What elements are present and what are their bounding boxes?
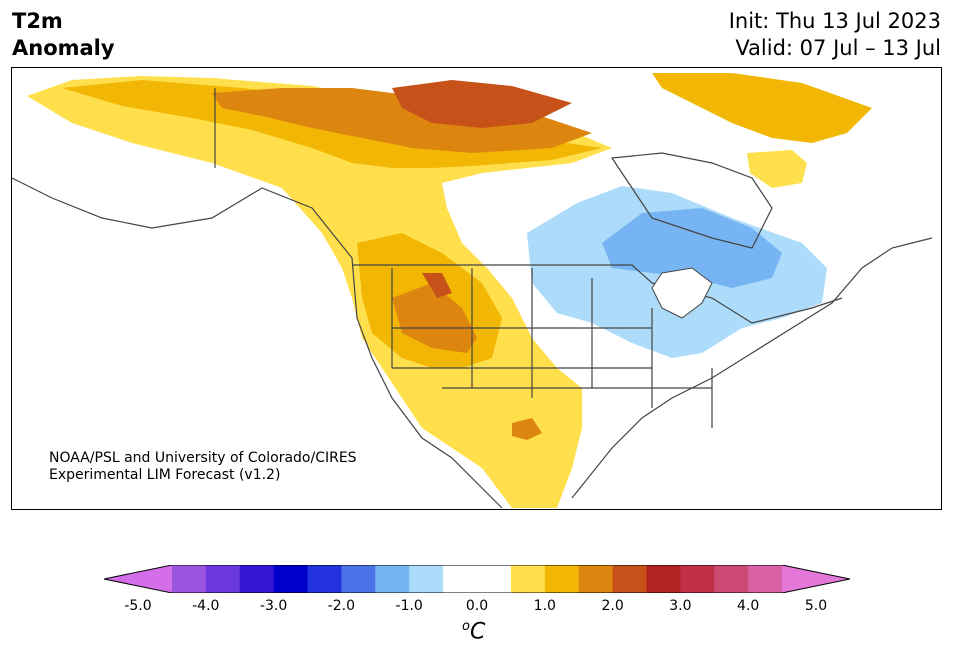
colorbar-extend-low xyxy=(104,565,172,593)
colorbar-segment xyxy=(375,565,410,593)
valid-date: Valid: 07 Jul – 13 Jul xyxy=(735,36,941,60)
warm-region-alaska-east xyxy=(747,150,807,188)
colorbar-segment xyxy=(714,565,749,593)
colorbar-tick-label: -1.0 xyxy=(395,598,423,614)
colorbar-tick-label: -2.0 xyxy=(327,598,356,614)
colorbar-segment xyxy=(205,565,241,593)
colorbar-segment xyxy=(477,565,512,593)
colorbar-segment xyxy=(443,565,478,593)
colorbar-tick-label: -4.0 xyxy=(192,598,220,614)
colorbar-tick-label: 3.0 xyxy=(669,598,692,614)
credit-line-2: Experimental LIM Forecast (v1.2) xyxy=(49,467,281,483)
map-title: T2m Anomaly xyxy=(12,8,115,62)
warm-region-yellow-northeast xyxy=(652,73,872,143)
cool-region-blue xyxy=(602,208,782,288)
warm-region-orange-texas xyxy=(512,418,542,440)
colorbar-unit-label: oC xyxy=(462,619,485,644)
colorbar-segment xyxy=(307,565,342,593)
warm-region-light xyxy=(27,76,612,508)
colorbar-segment xyxy=(510,565,546,593)
hudson-bay xyxy=(610,152,773,249)
colorbar-tick-label: 1.0 xyxy=(533,598,556,614)
colorbar-tick-label: 2.0 xyxy=(601,598,624,614)
colorbar-segment xyxy=(646,565,681,593)
credit-text: NOAA/PSL and University of Colorado/CIRE… xyxy=(49,450,357,484)
us-states xyxy=(391,268,713,428)
colorbar-tick-label: 0.0 xyxy=(465,598,489,614)
title-line-2: Anomaly xyxy=(12,36,115,60)
colorbar-tick-label: 4.0 xyxy=(737,598,760,614)
coastline xyxy=(12,177,503,509)
credit-line-1: NOAA/PSL and University of Colorado/CIRE… xyxy=(49,450,357,466)
colorbar-tick-label: -3.0 xyxy=(259,598,288,614)
colorbar-tick-label: -5.0 xyxy=(124,598,152,614)
colorbar-segment xyxy=(409,565,444,593)
colorbar xyxy=(104,565,850,593)
anomaly-map xyxy=(11,67,942,510)
colorbar-tick-label: 5.0 xyxy=(804,598,828,614)
colorbar-segment xyxy=(578,565,614,593)
map-svg xyxy=(12,73,933,509)
unit-letter: C xyxy=(469,619,486,645)
degree-symbol: o xyxy=(462,619,470,634)
title-line-1: T2m xyxy=(12,9,63,33)
colorbar-segment xyxy=(544,565,580,593)
colorbar-segment xyxy=(239,565,275,593)
canada-us-border xyxy=(352,264,843,324)
warm-region-orange-west xyxy=(392,283,477,353)
colorbar-segment xyxy=(341,565,376,593)
colorbar-extend-high xyxy=(782,565,850,593)
coastline-east xyxy=(571,237,933,499)
init-date: Init: Thu 13 Jul 2023 xyxy=(728,9,941,33)
warm-region-orange-north xyxy=(212,88,592,153)
colorbar-ticks: -5.0 -4.0 -3.0 -2.0 -1.0 0.0 1.0 2.0 3.0 4.0 5.0 xyxy=(0,598,953,618)
colorbar-segment xyxy=(612,565,647,593)
colorbar-segment xyxy=(680,565,715,593)
warm-region-dark-orange xyxy=(392,80,572,128)
warm-region-dark-orange-2 xyxy=(422,273,452,298)
forecast-dates: Init: Thu 13 Jul 2023 Valid: 07 Jul – 13… xyxy=(729,8,941,62)
great-lakes xyxy=(651,267,713,319)
colorbar-segment xyxy=(172,565,207,593)
colorbar-segment xyxy=(748,565,783,593)
colorbar-segment xyxy=(273,565,309,593)
